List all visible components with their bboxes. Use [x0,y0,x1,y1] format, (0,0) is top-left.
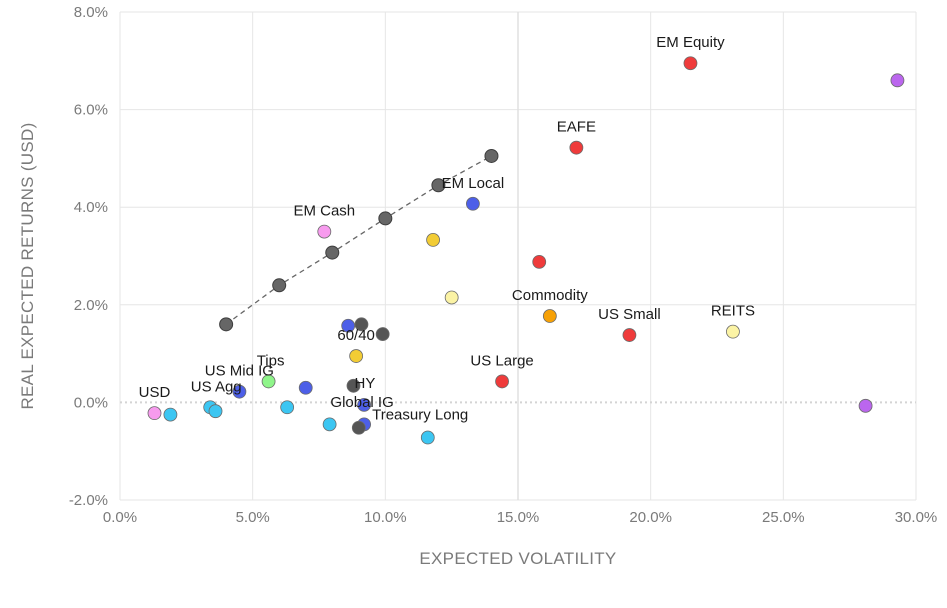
label-usd: USD [139,384,171,401]
y-axis-ticks: -2.0% 0.0% 2.0% 4.0% 6.0% 8.0% [69,4,108,509]
y-tick-label: 4.0% [74,199,108,216]
label-reits: REITS [711,303,755,320]
x-tick-label: 5.0% [236,509,270,526]
point-unlabeled[interactable] [322,417,337,432]
point-unlabeled[interactable] [351,420,366,435]
point-unlabeled[interactable] [375,327,390,341]
label-global-ig: Global IG [330,394,393,411]
y-tick-label: 0.0% [74,394,108,411]
point-unlabeled[interactable] [426,232,440,247]
label-us-small: US Small [598,306,661,323]
label-us-mid-ig: US Mid IG [205,363,274,380]
point-unlabeled[interactable] [532,254,547,269]
point-em-equity[interactable] [683,56,698,71]
point-hy[interactable] [346,378,361,393]
point-unlabeled[interactable] [420,430,435,445]
y-tick-label: 2.0% [74,297,108,314]
label-60-40: 60/40 [337,327,375,344]
point-unlabeled[interactable] [354,317,369,332]
x-axis-ticks: 0.0% 5.0% 10.0% 15.0% 20.0% 25.0% 30.0% [103,509,937,526]
y-tick-label: 8.0% [74,4,108,21]
gridlines [119,11,917,501]
label-us-agg: US Agg [191,378,242,395]
frontier-point[interactable] [272,278,287,293]
point-eafe[interactable] [569,140,584,155]
label-us-large: US Large [470,352,533,369]
y-axis-title: REAL EXPECTED RETURNS (USD) [18,122,37,409]
point-global-ig[interactable] [357,397,372,412]
y-tick-label: -2.0% [69,492,108,509]
point-tips[interactable] [261,374,276,389]
label-commodity: Commodity [512,287,588,304]
label-em-equity: EM Equity [656,34,725,51]
point-unlabeled[interactable] [280,400,295,415]
x-tick-label: 30.0% [895,509,938,526]
label-eafe: EAFE [557,119,596,136]
frontier-point[interactable] [484,148,499,163]
frontier-point[interactable] [378,211,393,226]
point-labels: EM Equity EAFE EM Local EM Cash Commodity US … [139,34,755,423]
point-60-40[interactable] [349,349,364,363]
efficient-frontier [219,148,499,332]
label-treasury-long: Treasury Long [372,406,468,423]
point-unlabeled[interactable] [341,318,356,333]
label-em-cash: EM Cash [293,203,355,220]
label-tips: Tips [257,352,285,369]
frontier-point[interactable] [325,245,340,260]
label-hy: HY [354,375,375,392]
point-us-small[interactable] [622,328,637,342]
x-tick-label: 0.0% [103,509,137,526]
point-reits[interactable] [726,324,740,339]
point-em-cash[interactable] [317,224,332,239]
label-em-local: EM Local [442,175,505,192]
x-tick-label: 15.0% [497,509,540,526]
y-tick-label: 6.0% [74,102,108,119]
asset-points [147,56,905,445]
point-us-mid-ig[interactable] [232,384,247,399]
point-unlabeled[interactable] [890,73,905,88]
point-usd[interactable] [147,406,162,421]
x-tick-label: 25.0% [762,509,805,526]
x-tick-label: 10.0% [364,509,407,526]
point-em-local[interactable] [465,196,480,211]
point-commodity[interactable] [542,309,557,323]
point-unlabeled[interactable] [163,407,178,422]
point-unlabeled[interactable] [208,404,223,419]
point-unlabeled[interactable] [858,398,873,413]
point-unlabeled[interactable] [444,290,459,305]
x-tick-label: 20.0% [629,509,672,526]
frontier-line [225,155,492,325]
point-unlabeled[interactable] [298,380,313,395]
x-axis-title: EXPECTED VOLATILITY [419,549,616,568]
frontier-point[interactable] [431,178,446,193]
point-us-large[interactable] [495,374,509,389]
frontier-point[interactable] [219,317,234,332]
